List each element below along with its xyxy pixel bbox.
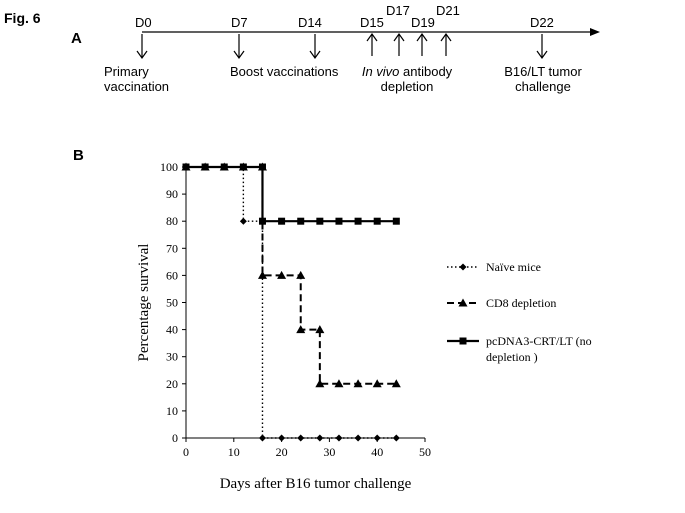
data-point [257,270,267,279]
legend-label-1: CD8 depletion [486,296,556,310]
data-point [182,163,190,171]
data-point [373,217,381,225]
y-tick-label: 0 [172,431,178,445]
data-point [277,270,287,279]
data-point [296,270,306,279]
data-point [315,379,325,388]
x-axis-title: Days after B16 tumor challenge [220,476,412,492]
data-point [201,163,209,171]
x-tick-label: 10 [228,445,240,459]
series-line-0 [186,166,397,439]
y-tick-label: 30 [166,350,178,364]
y-tick-label: 40 [166,323,178,337]
timeline-down-arrows [136,34,548,60]
data-point [354,434,362,442]
tumor-challenge-note: B16/LT tumor challenge [504,64,582,94]
timeline-up-arrows [366,32,452,56]
timeline-day-d21: D21 [436,3,460,18]
y-tick-label: 20 [166,377,178,391]
data-point [392,217,400,225]
data-point [353,379,363,388]
data-point [391,379,401,388]
data-point [258,163,266,171]
primary-vaccination-note: Primary vaccination [104,64,170,94]
timeline-day-d15: D15 [360,15,384,30]
panel-b-label: B [73,147,84,164]
x-tick-label: 0 [183,445,189,459]
data-point [258,217,266,225]
timeline-arrowhead [590,28,600,36]
data-point [297,217,305,225]
x-tick-label: 30 [323,445,335,459]
x-tick-label: 50 [419,445,431,459]
y-tick-label: 50 [166,296,178,310]
data-point [372,379,382,388]
series-line-2 [186,165,397,223]
figure-label: Fig. 6 [4,10,41,26]
timeline [136,28,600,60]
data-point [239,217,247,225]
data-point [392,434,400,442]
legend-label-2: pcDNA3-CRT/LT (no [486,334,592,348]
data-point [278,217,286,225]
data-point [316,434,324,442]
data-point [335,434,343,442]
data-point [239,163,247,171]
antibody-depletion-note: In vivo antibody depletion [361,64,453,94]
panel-a-label: A [71,30,82,47]
x-tick-label: 20 [276,445,288,459]
y-tick-label: 10 [166,404,178,418]
data-point [258,434,266,442]
timeline-day-d14: D14 [298,15,322,30]
y-axis-title: Percentage survival [136,244,152,362]
data-point [297,434,305,442]
legend-marker-1 [458,298,468,307]
timeline-day-d0: D0 [135,15,152,30]
timeline-day-d19: D19 [411,15,435,30]
data-point [335,217,343,225]
data-point [334,379,344,388]
legend-label-2: depletion ) [486,350,538,364]
timeline-day-d22: D22 [530,15,554,30]
y-tick-label: 80 [166,214,178,228]
data-point [278,434,286,442]
y-tick-label: 60 [166,268,178,282]
y-tick-label: 100 [160,160,178,174]
data-point [220,163,228,171]
timeline-day-d17: D17 [386,3,410,18]
y-tick-label: 70 [166,241,178,255]
data-point [296,325,306,334]
data-point [373,434,381,442]
legend-marker-0 [459,263,467,271]
data-point [316,217,324,225]
legend-marker-2 [459,337,467,345]
data-point [354,217,362,225]
series-line-1 [186,166,397,385]
x-tick-label: 40 [371,445,383,459]
survival-chart: 0 10 20 30 40 50 60 70 80 90 100 0 10 20 30 40 50 Days af… [136,160,592,492]
timeline-day-d7: D7 [231,15,248,30]
data-point [315,325,325,334]
legend-label-0: Naïve mice [486,260,541,274]
y-tick-label: 90 [166,187,178,201]
boost-vaccinations-note: Boost vaccinations [230,64,339,79]
